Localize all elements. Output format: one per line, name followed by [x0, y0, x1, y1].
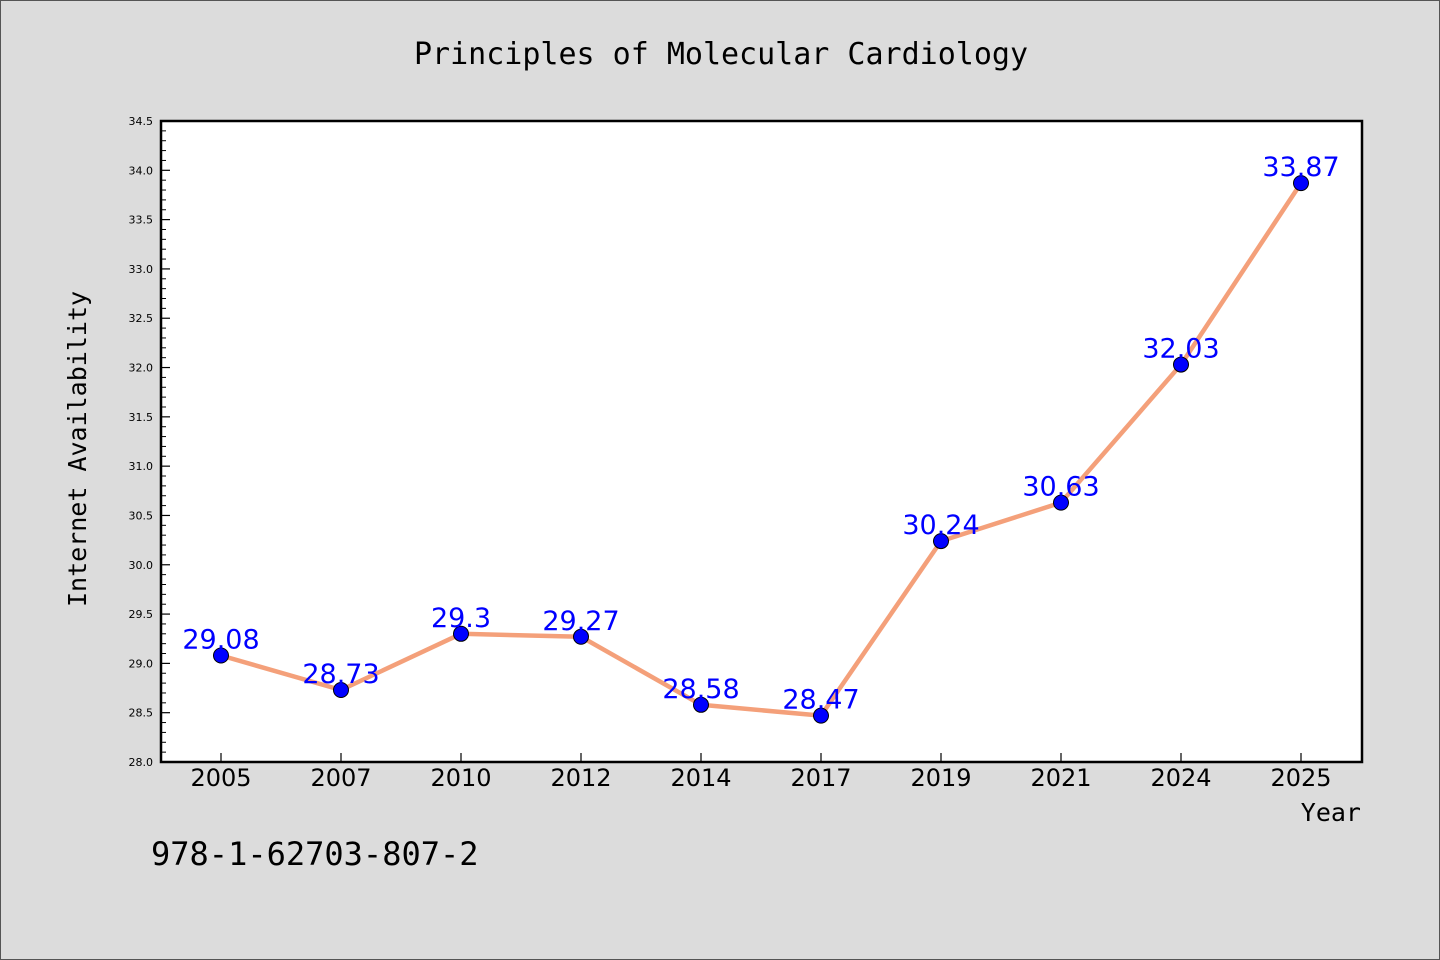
- x-tick-label: 2024: [1150, 764, 1211, 792]
- data-point: [933, 533, 949, 550]
- data-label: 28.47: [782, 685, 859, 716]
- data-point: [1293, 175, 1309, 192]
- y-tick-label: 31.5: [129, 411, 154, 424]
- data-label: 29.27: [542, 606, 619, 637]
- data-label: 29.3: [431, 603, 491, 634]
- data-label: 32.03: [1142, 334, 1219, 365]
- data-point: [813, 707, 829, 724]
- plot-frame: [159, 119, 1364, 764]
- series-layer: [213, 175, 1309, 724]
- x-tick-label: 2005: [190, 764, 251, 792]
- data-point: [453, 625, 469, 642]
- chart-title: Principles of Molecular Cardiology: [414, 37, 1028, 72]
- data-point: [1053, 494, 1069, 511]
- data-label: 29.08: [182, 624, 259, 655]
- x-tick-label: 2010: [430, 764, 491, 792]
- y-tick-label: 32.0: [129, 362, 154, 375]
- y-tick-label: 34.5: [129, 115, 154, 128]
- data-point: [213, 647, 229, 664]
- y-tick-label: 32.5: [129, 312, 154, 325]
- x-tick-label: 2017: [790, 764, 851, 792]
- data-label: 30.63: [1022, 472, 1099, 503]
- y-tick-label: 28.0: [129, 756, 154, 769]
- plot-area: [161, 121, 1362, 762]
- y-axis: 28.0 28.5 29.0 29.5 30.0 30.5 31.0 31.5 32.0 32.5…: [129, 115, 170, 769]
- data-point: [693, 696, 709, 713]
- y-tick-label: 33.5: [129, 214, 154, 227]
- x-axis-label: Year: [1301, 798, 1361, 827]
- y-tick-label: 34.0: [129, 164, 154, 177]
- data-labels: 29.08 28.73 29.3 29.27 28.58 28.47 30.24 30.63 3…: [182, 152, 1339, 716]
- y-axis-label: Internet Availability: [63, 291, 92, 607]
- y-tick-label: 28.5: [129, 707, 154, 720]
- x-axis: 2005 2007 2010 2012 2014 2017 2019 2021 2024 2025: [190, 753, 1332, 792]
- data-label: 28.58: [662, 674, 739, 705]
- y-tick-label: 31.0: [129, 460, 154, 473]
- y-tick-label: 33.0: [129, 263, 154, 276]
- y-tick-label: 30.0: [129, 559, 154, 572]
- x-tick-label: 2025: [1270, 764, 1331, 792]
- x-tick-label: 2012: [550, 764, 611, 792]
- y-tick-label: 30.5: [129, 509, 154, 522]
- x-tick-label: 2019: [910, 764, 971, 792]
- data-point: [573, 628, 589, 645]
- y-tick-label: 29.5: [129, 608, 154, 621]
- x-tick-label: 2021: [1030, 764, 1091, 792]
- data-point: [1173, 356, 1189, 373]
- data-label: 30.24: [902, 510, 979, 541]
- x-tick-label: 2007: [310, 764, 371, 792]
- isbn-text: 978-1-62703-807-2: [151, 835, 479, 873]
- x-tick-label: 2014: [670, 764, 731, 792]
- y-tick-label: 29.0: [129, 657, 154, 670]
- data-label: 33.87: [1262, 152, 1339, 183]
- data-point: [333, 682, 349, 699]
- data-label: 28.73: [302, 659, 379, 690]
- series-line: [218, 180, 1304, 718]
